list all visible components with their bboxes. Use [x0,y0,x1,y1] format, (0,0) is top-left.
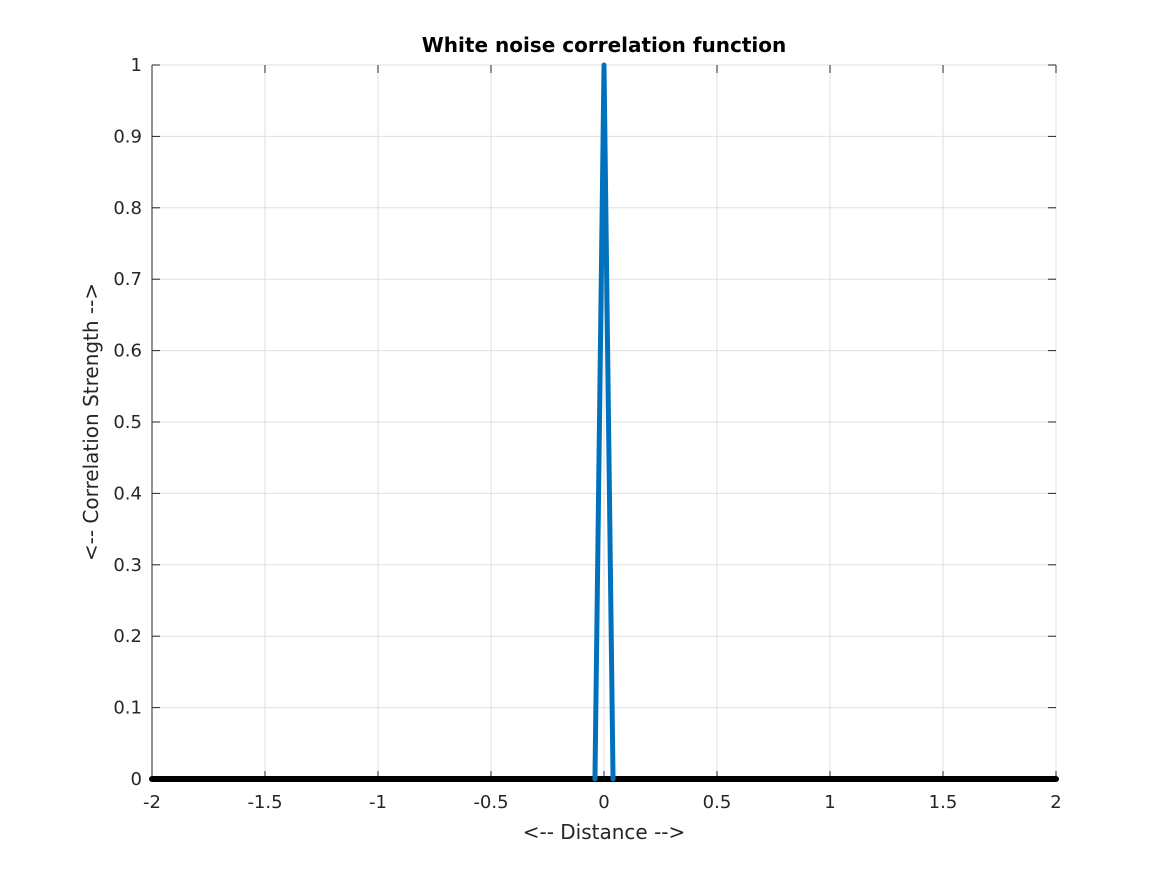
x-tick-label: 1 [824,792,835,813]
x-tick-label: -2 [143,792,161,813]
y-tick-label: 1 [131,55,142,76]
series-line-correlation [592,62,616,782]
x-tick-label: 0.5 [703,792,732,813]
y-tick-label: 0.6 [113,341,142,362]
x-tick-label: 2 [1050,792,1061,813]
tick-labels: -2 -1.5 -1 -0.5 0 0.5 1 1.5 2 0 0.1 0.2 0.3 0.4 0.5 0.6… [113,55,1061,813]
x-axis-label: <-- Distance --> [523,820,686,844]
x-tick-label: 1.5 [929,792,958,813]
y-tick-label: 0.3 [113,555,142,576]
y-tick-label: 0.8 [113,198,142,219]
y-tick-label: 0.1 [113,698,142,719]
x-tick-label: -0.5 [473,792,508,813]
x-tick-label: -1.5 [247,792,282,813]
y-tick-label: 0 [131,769,142,790]
x-tick-label: 0 [598,792,609,813]
y-tick-label: 0.2 [113,626,142,647]
y-axis-label: <-- Correlation Strength --> [79,283,103,561]
y-tick-label: 0.7 [113,269,142,290]
y-tick-label: 0.9 [113,126,142,147]
y-tick-label: 0.4 [113,483,142,504]
x-tick-label: -1 [369,792,387,813]
series [149,62,1059,782]
y-tick-label: 0.5 [113,412,142,433]
chart-title: White noise correlation function [422,33,787,57]
